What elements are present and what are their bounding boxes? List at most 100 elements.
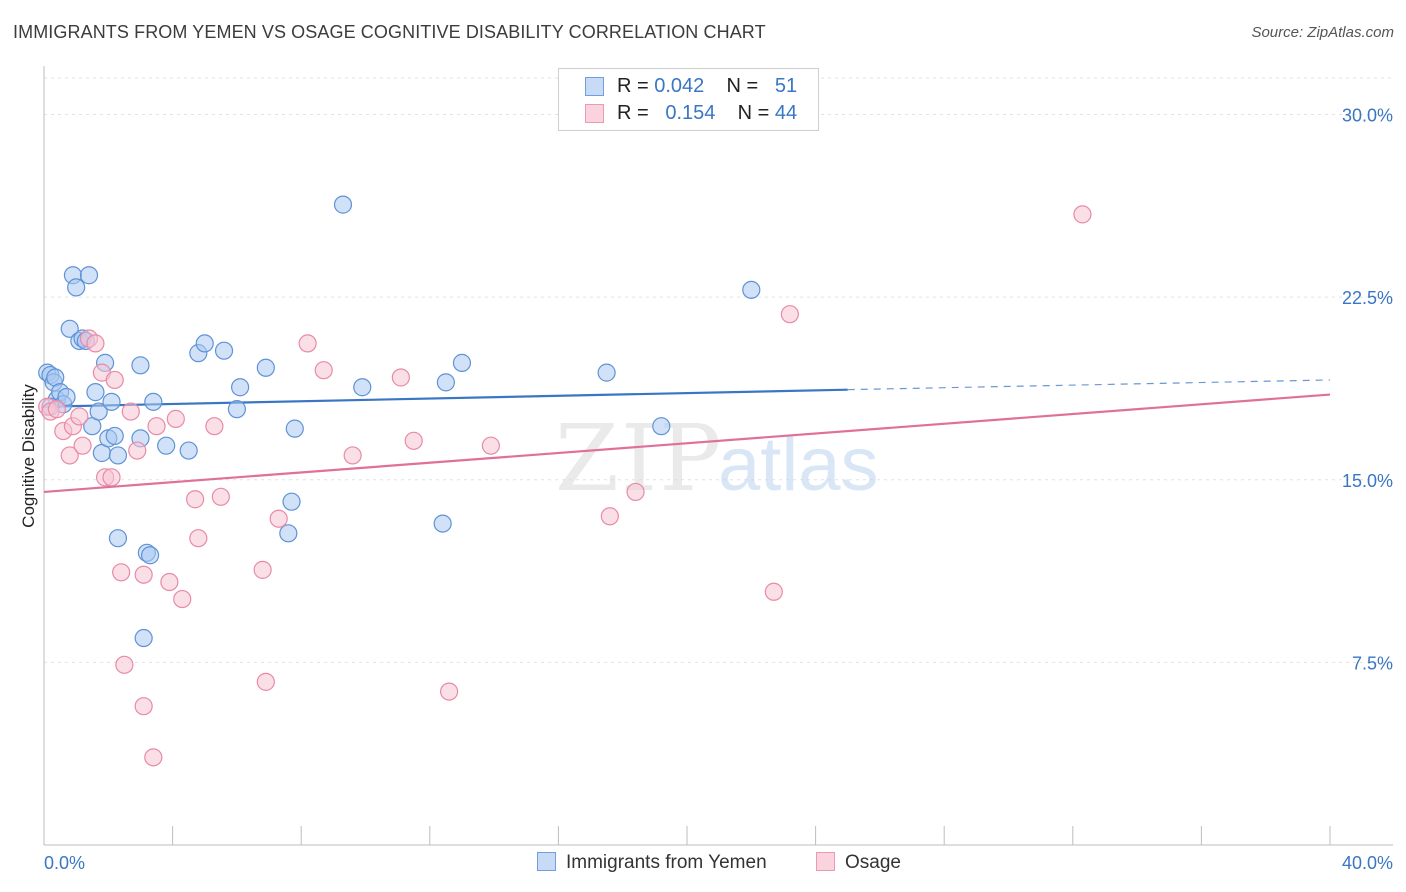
watermark-atlas: atlas <box>718 422 879 507</box>
point-yemen <box>102 392 121 411</box>
point-osage <box>343 446 362 465</box>
point-osage <box>121 402 140 421</box>
point-osage <box>186 490 205 509</box>
legend-r-value: 0.042 <box>654 75 705 97</box>
point-yemen <box>89 402 108 421</box>
axes <box>43 66 1393 846</box>
point-osage <box>134 697 153 716</box>
point-osage <box>205 417 224 436</box>
point-osage <box>600 507 619 526</box>
point-osage <box>105 370 124 390</box>
legend-n-label: N = <box>726 75 759 97</box>
point-osage <box>298 334 317 353</box>
point-osage <box>481 436 500 455</box>
point-osage <box>128 441 147 460</box>
point-osage <box>626 482 645 502</box>
point-yemen <box>652 417 671 436</box>
point-osage <box>112 563 131 582</box>
point-yemen <box>195 334 214 353</box>
point-osage <box>144 748 163 767</box>
point-yemen <box>105 426 124 446</box>
x-tick-label-max: 40.0% <box>1342 853 1393 873</box>
point-yemen <box>108 446 128 465</box>
point-osage <box>1073 205 1092 224</box>
legend-swatch-osage <box>585 104 604 123</box>
bottom-legend-label-yemen: Immigrants from Yemen <box>566 852 767 873</box>
point-yemen <box>57 387 76 407</box>
point-osage <box>256 672 275 691</box>
point-yemen <box>108 529 128 548</box>
point-yemen <box>179 441 198 460</box>
trend-lines <box>43 379 1331 494</box>
point-osage <box>102 468 121 487</box>
stats-legend: R = 0.042 N = 51 R = 0.154 N = 44 <box>558 68 819 131</box>
bottom-legend-swatch-yemen <box>537 852 556 871</box>
bottom-legend-label-osage: Osage <box>845 852 901 873</box>
point-yemen <box>86 383 105 402</box>
legend-n-value: 44 <box>774 102 798 124</box>
legend-n-label: N = <box>737 102 770 124</box>
point-yemen <box>279 524 298 543</box>
point-osage <box>211 487 230 506</box>
point-osage <box>134 565 153 584</box>
point-osage <box>404 431 423 450</box>
point-yemen <box>597 363 616 382</box>
y-axis-label: Cognitive Disability <box>19 384 38 528</box>
point-osage <box>147 417 166 436</box>
point-yemen <box>79 266 99 285</box>
bottom-legend-osage: Osage <box>816 852 901 876</box>
y-tick-label: 7.5% <box>1352 653 1393 673</box>
point-yemen <box>433 514 452 533</box>
gridlines <box>44 77 1393 663</box>
point-yemen <box>131 356 150 375</box>
bottom-legend-swatch-osage <box>816 852 835 871</box>
point-yemen <box>256 358 275 377</box>
point-osage <box>314 361 333 380</box>
point-yemen <box>157 436 176 455</box>
point-yemen <box>353 378 372 397</box>
point-yemen <box>742 280 761 299</box>
point-yemen <box>227 400 246 419</box>
point-osage <box>439 682 459 701</box>
legend-swatch-yemen <box>585 77 604 96</box>
point-yemen <box>134 628 153 648</box>
legend-n-value: 51 <box>774 75 798 97</box>
point-osage <box>780 305 799 324</box>
point-osage <box>70 407 89 426</box>
legend-r-label: R = <box>617 75 649 97</box>
point-yemen <box>214 341 234 360</box>
trend-line-osage <box>43 393 1331 494</box>
legend-r-label: R = <box>617 102 649 124</box>
point-osage <box>269 509 288 528</box>
point-yemen <box>282 492 301 511</box>
point-yemen <box>144 392 163 411</box>
point-osage <box>47 400 66 419</box>
point-osage <box>115 655 134 674</box>
point-osage <box>391 368 410 387</box>
data-points <box>38 195 1092 767</box>
legend-r-value: 0.154 <box>665 102 716 124</box>
trend-line-yemen <box>43 388 848 408</box>
point-yemen <box>67 278 86 297</box>
y-tick-label: 30.0% <box>1342 106 1393 126</box>
point-osage <box>86 334 105 353</box>
point-osage <box>189 529 208 548</box>
point-yemen <box>436 373 455 392</box>
point-yemen <box>60 319 79 338</box>
point-yemen <box>285 419 304 438</box>
point-yemen <box>333 195 353 214</box>
point-osage <box>160 572 179 592</box>
point-osage <box>173 589 192 609</box>
point-yemen <box>140 546 160 565</box>
y-tick-label: 22.5% <box>1342 288 1393 308</box>
point-osage <box>764 582 783 601</box>
chart-title: IMMIGRANTS FROM YEMEN VS OSAGE COGNITIVE… <box>13 22 766 42</box>
point-osage <box>166 409 185 428</box>
point-osage <box>60 446 79 465</box>
trend-line-yemen-extension <box>847 379 1331 391</box>
point-yemen <box>231 378 250 397</box>
point-osage <box>73 436 92 455</box>
bottom-legend-yemen: Immigrants from Yemen <box>537 852 767 876</box>
